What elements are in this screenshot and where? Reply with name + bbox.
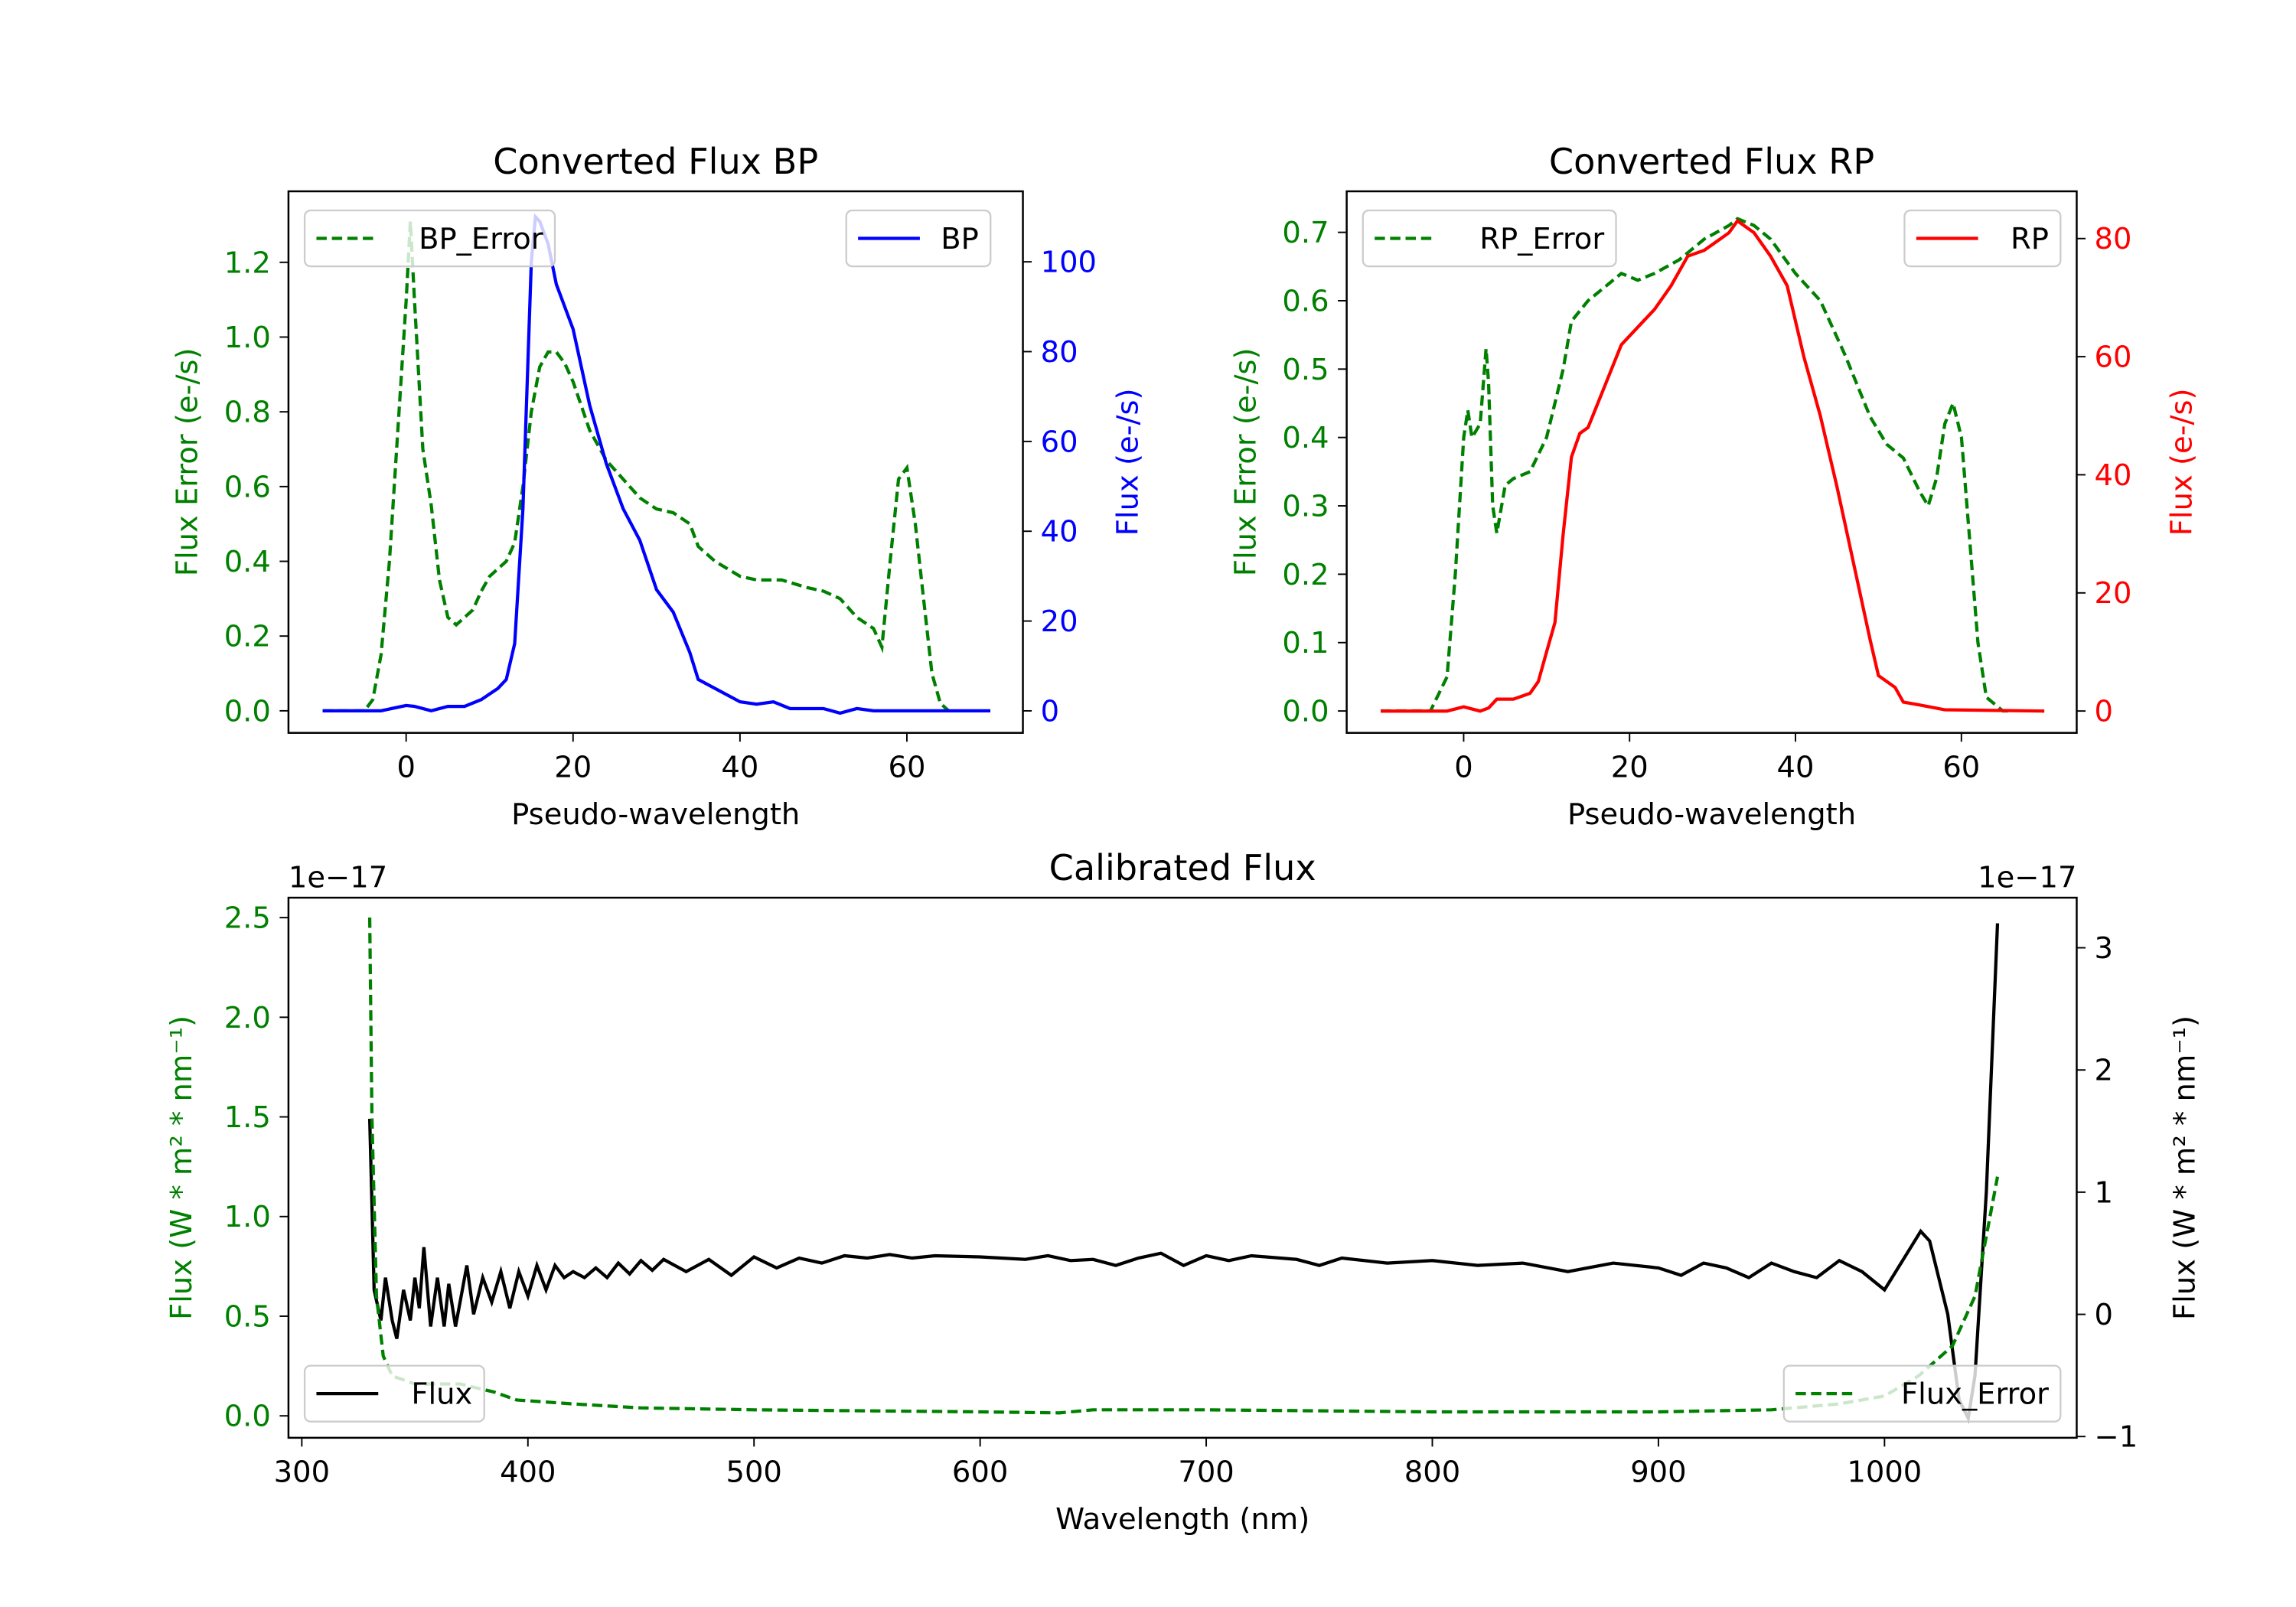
y-right-tick-label: 0 <box>1041 694 1059 729</box>
legend-rp: RP <box>1903 209 2062 268</box>
x-tick-label: 500 <box>726 1455 782 1490</box>
x-tick-label: 300 <box>274 1455 330 1490</box>
y-left-tick-label: 0.8 <box>224 396 271 430</box>
y-left-tick-label: 0.0 <box>1282 695 1329 729</box>
y-left-axis-label: Flux (W * m² * nm⁻¹) <box>165 1015 199 1320</box>
y-left-tick-label: 0.2 <box>224 620 271 654</box>
y-left-tick-label: 0.5 <box>224 1299 271 1334</box>
legend-label: BP_Error <box>419 222 543 256</box>
series-line-bp <box>322 213 991 715</box>
legend-rp-error: RP_Error <box>1362 209 1617 268</box>
y-left-tick-label: 1.0 <box>224 1200 271 1234</box>
series-line-rp <box>1381 218 2045 713</box>
panel-1: 0 20 40 60 0.0 0.2 0.4 0.6 0.8 1.0 1.2 0 20 40 60 80 100… <box>171 141 1146 832</box>
y-right-tick-label: 3 <box>2095 931 2113 966</box>
x-tick-label: 20 <box>1611 750 1649 784</box>
x-tick-label: 20 <box>554 750 592 784</box>
y-right-tick-label: 2 <box>2095 1054 2113 1088</box>
y-right-tick-label: 80 <box>2095 222 2132 256</box>
y-right-tick-label: 0 <box>2095 1298 2113 1332</box>
chart-title: Converted Flux BP <box>493 141 818 182</box>
series-line-flux-error <box>367 918 2000 1415</box>
x-axis-label: Wavelength (nm) <box>1055 1502 1309 1537</box>
panel-2: 0 20 40 60 0.0 0.1 0.2 0.3 0.4 0.5 0.6 0.7 0 20 40 60 80… <box>1228 141 2199 832</box>
legend-flux: Flux <box>303 1364 485 1423</box>
axes-frame <box>1345 190 2078 734</box>
y-left-tick-label: 0.4 <box>224 545 271 579</box>
series-line-flux <box>367 923 2000 1424</box>
y-left-axis-label: Flux Error (e-/s) <box>171 348 205 577</box>
legend-label: BP <box>941 222 979 256</box>
y-right-axis-label: Flux (W * m² * nm⁻¹) <box>2167 1015 2202 1320</box>
x-tick-label: 1000 <box>1847 1455 1922 1490</box>
x-tick-label: 700 <box>1178 1455 1234 1490</box>
series-line-bp-error <box>322 220 950 712</box>
y-left-tick-label: 1.2 <box>224 246 271 280</box>
legend-box <box>303 209 556 268</box>
series-line-rp-error <box>1381 217 2011 713</box>
legend-label: Flux <box>411 1377 472 1412</box>
axes-frame <box>287 190 1024 734</box>
y-right-tick-label: 20 <box>2095 576 2132 611</box>
legend-label: RP_Error <box>1479 222 1604 256</box>
y-left-axis-label: Flux Error (e-/s) <box>1228 348 1263 577</box>
chart-title: Calibrated Flux <box>1049 847 1316 888</box>
x-tick-label: 0 <box>396 750 415 784</box>
y-right-tick-label: 0 <box>2095 695 2113 729</box>
x-tick-label: 40 <box>1777 750 1815 784</box>
y-left-tick-label: 0.0 <box>224 1400 271 1434</box>
y-right-tick-label: 60 <box>2095 341 2132 375</box>
y-left-tick-label: 0.5 <box>1282 353 1329 387</box>
legend-bp-error: BP_Error <box>303 209 556 268</box>
x-tick-label: 400 <box>500 1455 556 1490</box>
y-right-tick-label: 100 <box>1041 246 1097 280</box>
y-right-tick-label: 40 <box>2095 458 2132 493</box>
x-tick-label: 900 <box>1630 1455 1686 1490</box>
y-right-tick-label: 20 <box>1041 605 1078 639</box>
legend-box <box>1782 1364 2062 1423</box>
y-left-tick-label: 0.2 <box>1282 558 1329 592</box>
y-right-tick-label: 40 <box>1041 515 1078 549</box>
x-tick-label: 600 <box>952 1455 1008 1490</box>
y-left-tick-label: 1.5 <box>224 1100 271 1135</box>
y-right-tick-label: 80 <box>1041 335 1078 370</box>
x-tick-label: 60 <box>888 750 925 784</box>
legend-box <box>1362 209 1617 268</box>
y-left-tick-label: 2.0 <box>224 1001 271 1035</box>
x-tick-label: 60 <box>1942 750 1980 784</box>
y-left-tick-label: 0.4 <box>1282 421 1329 455</box>
x-axis-label: Pseudo-wavelength <box>1567 797 1856 832</box>
legend-flux-error: Flux_Error <box>1782 1364 2062 1423</box>
legend-bp: BP <box>845 209 992 268</box>
x-axis-label: Pseudo-wavelength <box>511 797 800 832</box>
y-right-tick-label: −1 <box>2095 1420 2138 1455</box>
y-left-tick-label: 0.7 <box>1282 216 1329 250</box>
legend-label: Flux_Error <box>1901 1377 2049 1412</box>
x-tick-label: 800 <box>1404 1455 1460 1490</box>
legend-label: RP <box>2011 222 2049 256</box>
y-left-tick-label: 0.0 <box>224 694 271 729</box>
y-left-tick-label: 1.0 <box>224 321 271 355</box>
panel-3: 300 400 500 600 700 800 900 1000 0.0 0.5 1.0 1.5 2.0… <box>165 847 2202 1537</box>
y-right-axis-label: Flux (e-/s) <box>2164 389 2199 536</box>
y-left-offset-label: 1e−17 <box>289 861 387 895</box>
y-left-tick-label: 2.5 <box>224 901 271 936</box>
y-right-axis-label: Flux (e-/s) <box>1111 389 1146 536</box>
y-left-tick-label: 0.6 <box>224 470 271 504</box>
y-right-tick-label: 60 <box>1041 425 1078 459</box>
y-left-tick-label: 0.1 <box>1282 626 1329 660</box>
chart-title: Converted Flux RP <box>1549 141 1874 182</box>
y-left-tick-label: 0.6 <box>1282 284 1329 318</box>
y-right-offset-label: 1e−17 <box>1978 861 2076 895</box>
x-tick-label: 0 <box>1454 750 1473 784</box>
axes-frame <box>287 896 2078 1439</box>
x-tick-label: 40 <box>721 750 758 784</box>
y-left-tick-label: 0.3 <box>1282 489 1329 523</box>
legend-box <box>303 1364 485 1423</box>
y-right-tick-label: 1 <box>2095 1175 2113 1210</box>
legend-box <box>1903 209 2062 268</box>
